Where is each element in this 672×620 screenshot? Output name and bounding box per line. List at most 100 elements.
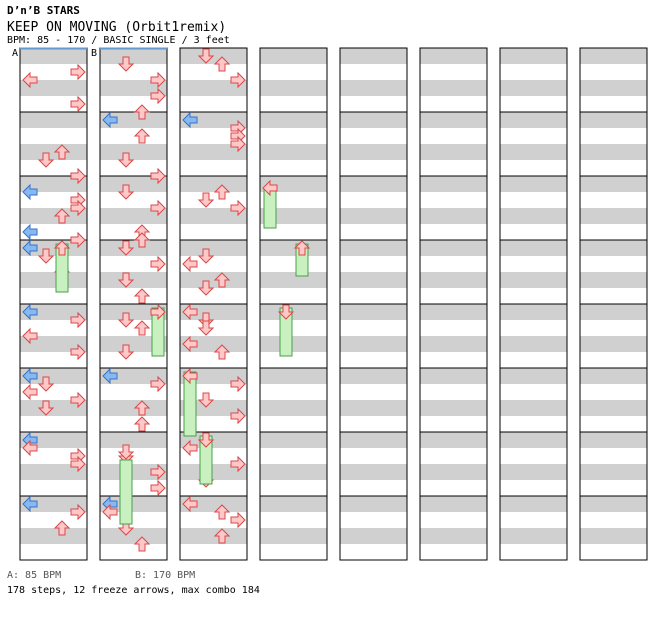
- measure-stripe: [260, 112, 327, 128]
- measure-stripe: [340, 208, 407, 224]
- measure-box: [499, 303, 568, 369]
- up-arrow: [53, 144, 71, 160]
- measure-stripe: [20, 240, 87, 256]
- measure-stripe: [500, 144, 567, 160]
- up-arrow: [213, 344, 231, 360]
- measure-stripe: [420, 368, 487, 384]
- measure-stripe: [20, 528, 87, 544]
- left-arrow: [182, 367, 198, 385]
- measure-box: [19, 111, 88, 177]
- up-arrow: [53, 240, 71, 256]
- measure-stripe: [580, 528, 647, 544]
- measure-stripe: [580, 432, 647, 448]
- down-arrow: [37, 248, 55, 264]
- bpm-legend-a: A: 85 BPM: [7, 570, 62, 581]
- measure-stripe: [500, 528, 567, 544]
- right-arrow: [150, 303, 166, 321]
- measure-stripe: [20, 80, 87, 96]
- measure-box: [179, 495, 248, 561]
- measure-border: [19, 495, 88, 561]
- measure-stripe: [260, 336, 327, 352]
- measure-stripe: [260, 400, 327, 416]
- right-arrow: [230, 375, 246, 393]
- down-arrow: [117, 344, 135, 360]
- measure-stripe: [340, 528, 407, 544]
- measure-border: [179, 495, 248, 561]
- measure-stripe: [420, 48, 487, 64]
- measure-stripe: [180, 240, 247, 256]
- measure-box: [179, 303, 248, 369]
- measure-stripe: [500, 80, 567, 96]
- up-arrow: [213, 56, 231, 72]
- down-arrow: [117, 240, 135, 256]
- measure-stripe: [340, 112, 407, 128]
- measure-stripe: [100, 176, 167, 192]
- measure-box: [579, 303, 648, 369]
- left-arrow: [182, 111, 198, 129]
- up-arrow: [133, 400, 151, 416]
- measure-stripe: [340, 176, 407, 192]
- measure-box: [339, 303, 408, 369]
- measure-box: [419, 239, 488, 305]
- measure-stripe: [180, 80, 247, 96]
- measure-stripe: [180, 272, 247, 288]
- measure-stripe: [580, 336, 647, 352]
- up-arrow: [213, 504, 231, 520]
- measure-stripe: [260, 464, 327, 480]
- left-arrow: [102, 111, 118, 129]
- measure-stripe: [340, 240, 407, 256]
- measure-border: [339, 495, 408, 561]
- measure-stripe: [500, 176, 567, 192]
- measure-stripe: [100, 48, 167, 64]
- measure-box: [499, 495, 568, 561]
- left-arrow: [22, 383, 38, 401]
- measure-stripe: [420, 464, 487, 480]
- up-arrow: [53, 520, 71, 536]
- measure-box: [259, 303, 328, 369]
- down-arrow: [277, 304, 295, 320]
- measure-box: [179, 175, 248, 241]
- measure-stripe: [580, 400, 647, 416]
- measure-stripe: [420, 208, 487, 224]
- measure-stripe: [100, 112, 167, 128]
- right-arrow: [70, 167, 86, 185]
- measure-border: [99, 495, 168, 561]
- measure-stripe: [180, 304, 247, 320]
- measure-stripe: [340, 368, 407, 384]
- right-arrow: [70, 503, 86, 521]
- measure-stripe: [180, 112, 247, 128]
- measure-stripe: [420, 304, 487, 320]
- measure-box: [579, 367, 648, 433]
- measure-stripe: [580, 48, 647, 64]
- left-arrow: [22, 303, 38, 321]
- down-arrow: [117, 312, 135, 328]
- measure-stripe: [500, 336, 567, 352]
- measure-stripe: [180, 144, 247, 160]
- right-arrow: [70, 231, 86, 249]
- measure-stripe: [180, 400, 247, 416]
- up-arrow: [133, 416, 151, 432]
- measure-border: [499, 495, 568, 561]
- bpm-marker-b: B: [91, 48, 98, 59]
- measure-border: [579, 495, 648, 561]
- measure-stripe: [20, 208, 87, 224]
- down-arrow: [37, 376, 55, 392]
- right-arrow: [70, 391, 86, 409]
- measure-stripe: [180, 496, 247, 512]
- measure-box: [259, 495, 328, 561]
- measure-stripe: [420, 80, 487, 96]
- right-arrow: [150, 87, 166, 105]
- up-arrow: [133, 536, 151, 552]
- measure-box: [339, 111, 408, 177]
- measure-stripe: [180, 176, 247, 192]
- song-title: KEEP ON MOVING (Orbit1remix): [7, 20, 227, 35]
- step-stats: 178 steps, 12 freeze arrows, max combo 1…: [7, 585, 260, 596]
- left-arrow: [182, 439, 198, 457]
- right-arrow: [230, 455, 246, 473]
- measure-stripe: [500, 368, 567, 384]
- measure-box: [499, 239, 568, 305]
- right-arrow: [150, 463, 166, 481]
- chart-info: BPM: 85 - 170 / BASIC SINGLE / 3 feet: [7, 35, 230, 46]
- measure-stripe: [420, 240, 487, 256]
- measure-stripe: [580, 464, 647, 480]
